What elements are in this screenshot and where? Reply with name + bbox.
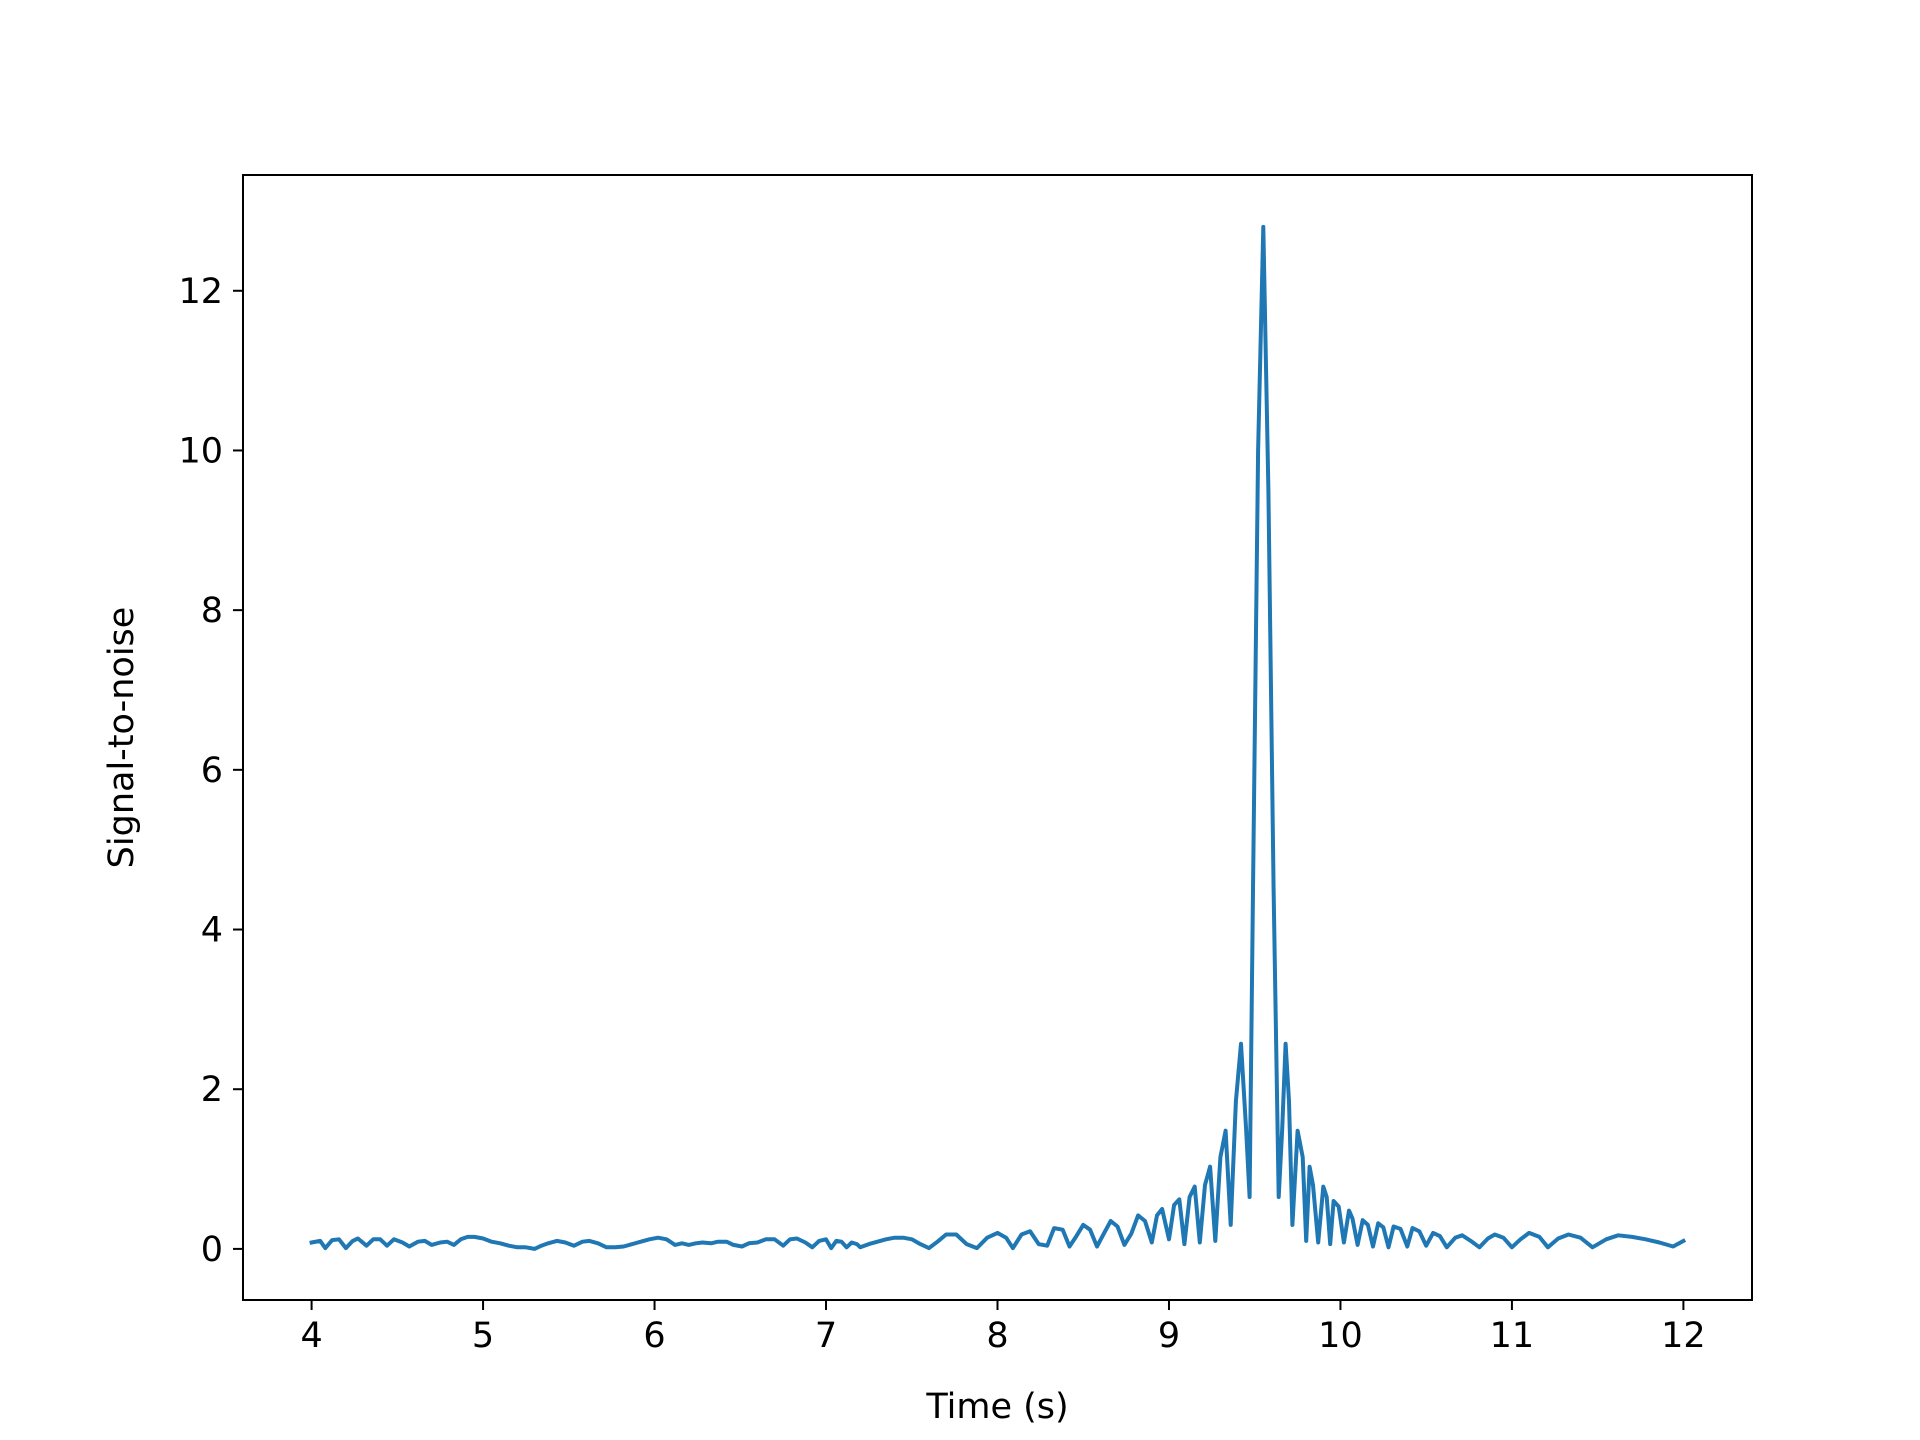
y-tick-label: 10 <box>178 431 223 471</box>
x-tick-label: 10 <box>1318 1316 1363 1356</box>
plot-area <box>309 224 1687 1251</box>
x-tick-label: 11 <box>1490 1316 1535 1356</box>
y-tick-label: 0 <box>201 1230 223 1270</box>
x-tick-label: 7 <box>815 1316 837 1356</box>
y-axis-label: Signal-to-noise <box>102 607 142 869</box>
y-tick-label: 4 <box>201 911 223 951</box>
y-tick-label: 6 <box>201 751 223 791</box>
plot-frame <box>242 174 1753 1301</box>
x-tick-label: 12 <box>1661 1316 1706 1356</box>
x-axis-label: Time (s) <box>925 1387 1068 1427</box>
y-tick-label: 8 <box>201 591 223 631</box>
y-tick-label: 12 <box>178 272 223 312</box>
y-axis: 0 2 4 6 8 10 12 <box>178 272 243 1270</box>
x-tick-label: 6 <box>643 1316 665 1356</box>
x-tick-label: 5 <box>472 1316 494 1356</box>
x-tick-label: 8 <box>986 1316 1008 1356</box>
x-tick-label: 4 <box>300 1316 322 1356</box>
x-axis: 4 5 6 7 8 9 10 11 12 <box>300 1300 1706 1356</box>
y-tick-label: 2 <box>201 1070 223 1110</box>
x-tick-label: 9 <box>1158 1316 1180 1356</box>
series-line-0 <box>309 224 1687 1251</box>
